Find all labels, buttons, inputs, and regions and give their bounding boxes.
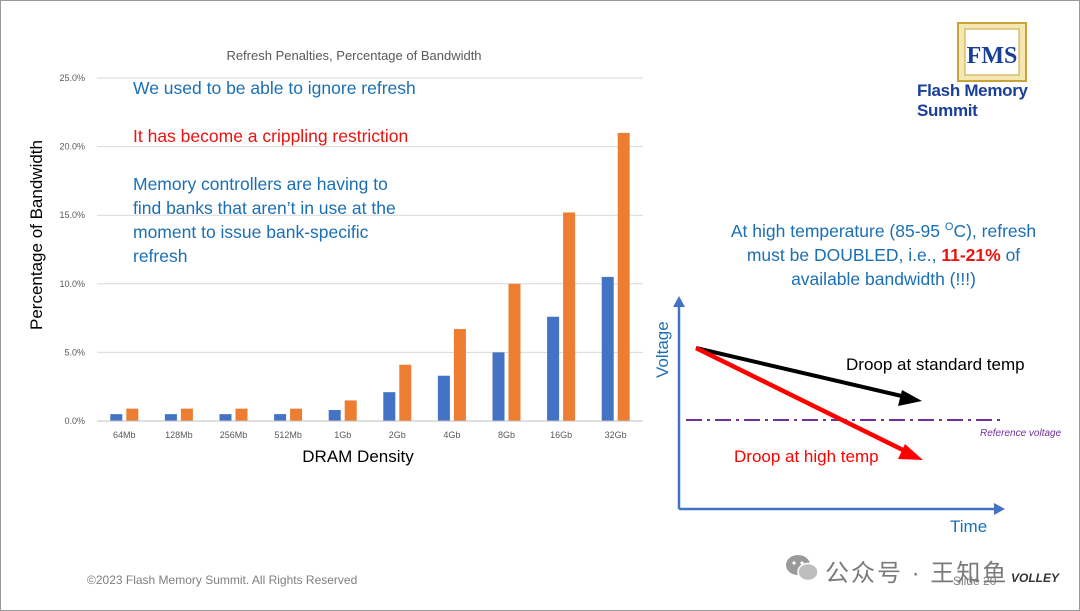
diagram-y-axis-arrowhead bbox=[673, 296, 685, 307]
bullet-memory-controllers-line: Memory controllers are having to bbox=[133, 174, 388, 194]
wechat-icon bbox=[785, 553, 819, 583]
diagram-time-label: Time bbox=[950, 517, 987, 536]
chart-x-axis-label: DRAM Density bbox=[302, 447, 414, 466]
fms-logo-mark: FMS bbox=[957, 22, 1027, 82]
note-part3: must be DOUBLED, i.e., bbox=[746, 244, 942, 265]
reference-voltage-label: Reference voltage bbox=[980, 428, 1062, 439]
chart-x-tick-label: 8Gb bbox=[498, 430, 515, 440]
chart-bar bbox=[344, 400, 357, 421]
chart-bar bbox=[547, 316, 560, 421]
chart-axis: 0.0% 5.0% 10.0% 15.0% 20.0% 25.0% 64Mb 128Mb 256… bbox=[59, 73, 643, 440]
high-temperature-note: At high temperature (85-95 OC), refresh … bbox=[701, 215, 1066, 291]
chart-y-tick-label: 10.0% bbox=[59, 279, 85, 289]
standard-temp-droop-arrow bbox=[695, 346, 907, 399]
diagram-x-axis-arrowhead bbox=[994, 503, 1005, 515]
chart-y-axis-label: Percentage of Bandwidth bbox=[27, 140, 46, 330]
voltage-droop-diagram: Voltage Time Droop at standard temp Droo… bbox=[653, 296, 1062, 536]
chart-bar bbox=[508, 283, 521, 421]
chart-bar bbox=[274, 414, 287, 421]
note-highlight-percent: 11-21% bbox=[941, 244, 1001, 265]
diagram-voltage-label: Voltage bbox=[653, 321, 672, 378]
chart-bar bbox=[453, 329, 466, 421]
chart-bar bbox=[563, 212, 576, 421]
chart-y-tick-label: 5.0% bbox=[64, 347, 85, 357]
footer-slide-number: Slide 20 bbox=[953, 574, 997, 588]
footer-copyright: ©2023 Flash Memory Summit. All Rights Re… bbox=[87, 573, 358, 587]
chart-bar bbox=[219, 414, 232, 421]
chart-bar bbox=[437, 375, 450, 421]
chart-x-tick-label: 4Gb bbox=[443, 430, 460, 440]
high-temp-label: Droop at high temp bbox=[734, 447, 879, 466]
chart-x-tick-label: 128Mb bbox=[165, 430, 193, 440]
note-part4: of bbox=[1000, 244, 1021, 265]
bullet-memory-controllers-line: refresh bbox=[133, 246, 188, 266]
chart-x-tick-label: 2Gb bbox=[389, 430, 406, 440]
chart-bar bbox=[383, 392, 396, 421]
standard-temp-arrowhead bbox=[898, 390, 922, 406]
chart-bar bbox=[328, 410, 341, 421]
bullet-memory-controllers-line: moment to issue bank-specific bbox=[133, 222, 369, 242]
bullet-crippling-restriction: It has become a crippling restriction bbox=[133, 126, 409, 146]
high-temp-droop-arrow bbox=[695, 345, 910, 456]
chart-y-tick-label: 15.0% bbox=[59, 210, 85, 220]
bullet-memory-controllers-line: find banks that aren’t in use at the bbox=[133, 198, 396, 218]
chart-bar bbox=[601, 276, 614, 421]
chart-x-tick-label: 16Gb bbox=[550, 430, 572, 440]
note-line-3: available bandwidth (!!!) bbox=[791, 268, 976, 289]
chart-bar bbox=[617, 132, 630, 421]
note-degree-symbol: O bbox=[944, 221, 954, 233]
chart-bar bbox=[290, 408, 303, 421]
fms-logo-letters: FMS bbox=[967, 43, 1018, 69]
volley-brand-mark: VOLLEY bbox=[1011, 571, 1060, 585]
note-line-1: At high temperature (85-95 OC), refresh bbox=[701, 215, 1066, 243]
chart-x-tick-label: 32Gb bbox=[605, 430, 627, 440]
note-line-2: must be DOUBLED, i.e., 11-21% of bbox=[701, 243, 1066, 267]
chart-bar bbox=[399, 364, 412, 421]
chart-bar bbox=[164, 414, 177, 421]
chart-y-tick-label: 25.0% bbox=[59, 73, 85, 83]
chart-x-tick-label: 256Mb bbox=[220, 430, 248, 440]
chart-x-tick-label: 512Mb bbox=[274, 430, 302, 440]
standard-temp-label: Droop at standard temp bbox=[846, 355, 1025, 374]
chart-x-tick-label: 64Mb bbox=[113, 430, 136, 440]
chart-y-tick-label: 20.0% bbox=[59, 142, 85, 152]
chart-bar bbox=[235, 408, 248, 421]
chart-bars bbox=[110, 132, 630, 421]
chart-bar bbox=[110, 414, 123, 421]
chart-title: Refresh Penalties, Percentage of Bandwid… bbox=[226, 48, 481, 63]
high-temp-arrowhead bbox=[898, 444, 923, 460]
bullet-ignore-refresh: We used to be able to ignore refresh bbox=[133, 78, 416, 98]
note-part1: At high temperature (85-95 bbox=[730, 220, 945, 241]
chart-bar bbox=[492, 352, 505, 421]
bullet-memory-controllers: Memory controllers are having to find ba… bbox=[133, 172, 453, 268]
note-part2: C), refresh bbox=[953, 220, 1037, 241]
chart-bar bbox=[180, 408, 193, 421]
chart-y-tick-label: 0.0% bbox=[64, 416, 85, 426]
chart-bar bbox=[126, 408, 139, 421]
flash-memory-summit-logo-text: Flash Memory Summit bbox=[917, 81, 1028, 120]
chart-x-tick-label: 1Gb bbox=[334, 430, 351, 440]
watermark-text: 公众号 · 王知鱼 bbox=[825, 560, 1009, 587]
